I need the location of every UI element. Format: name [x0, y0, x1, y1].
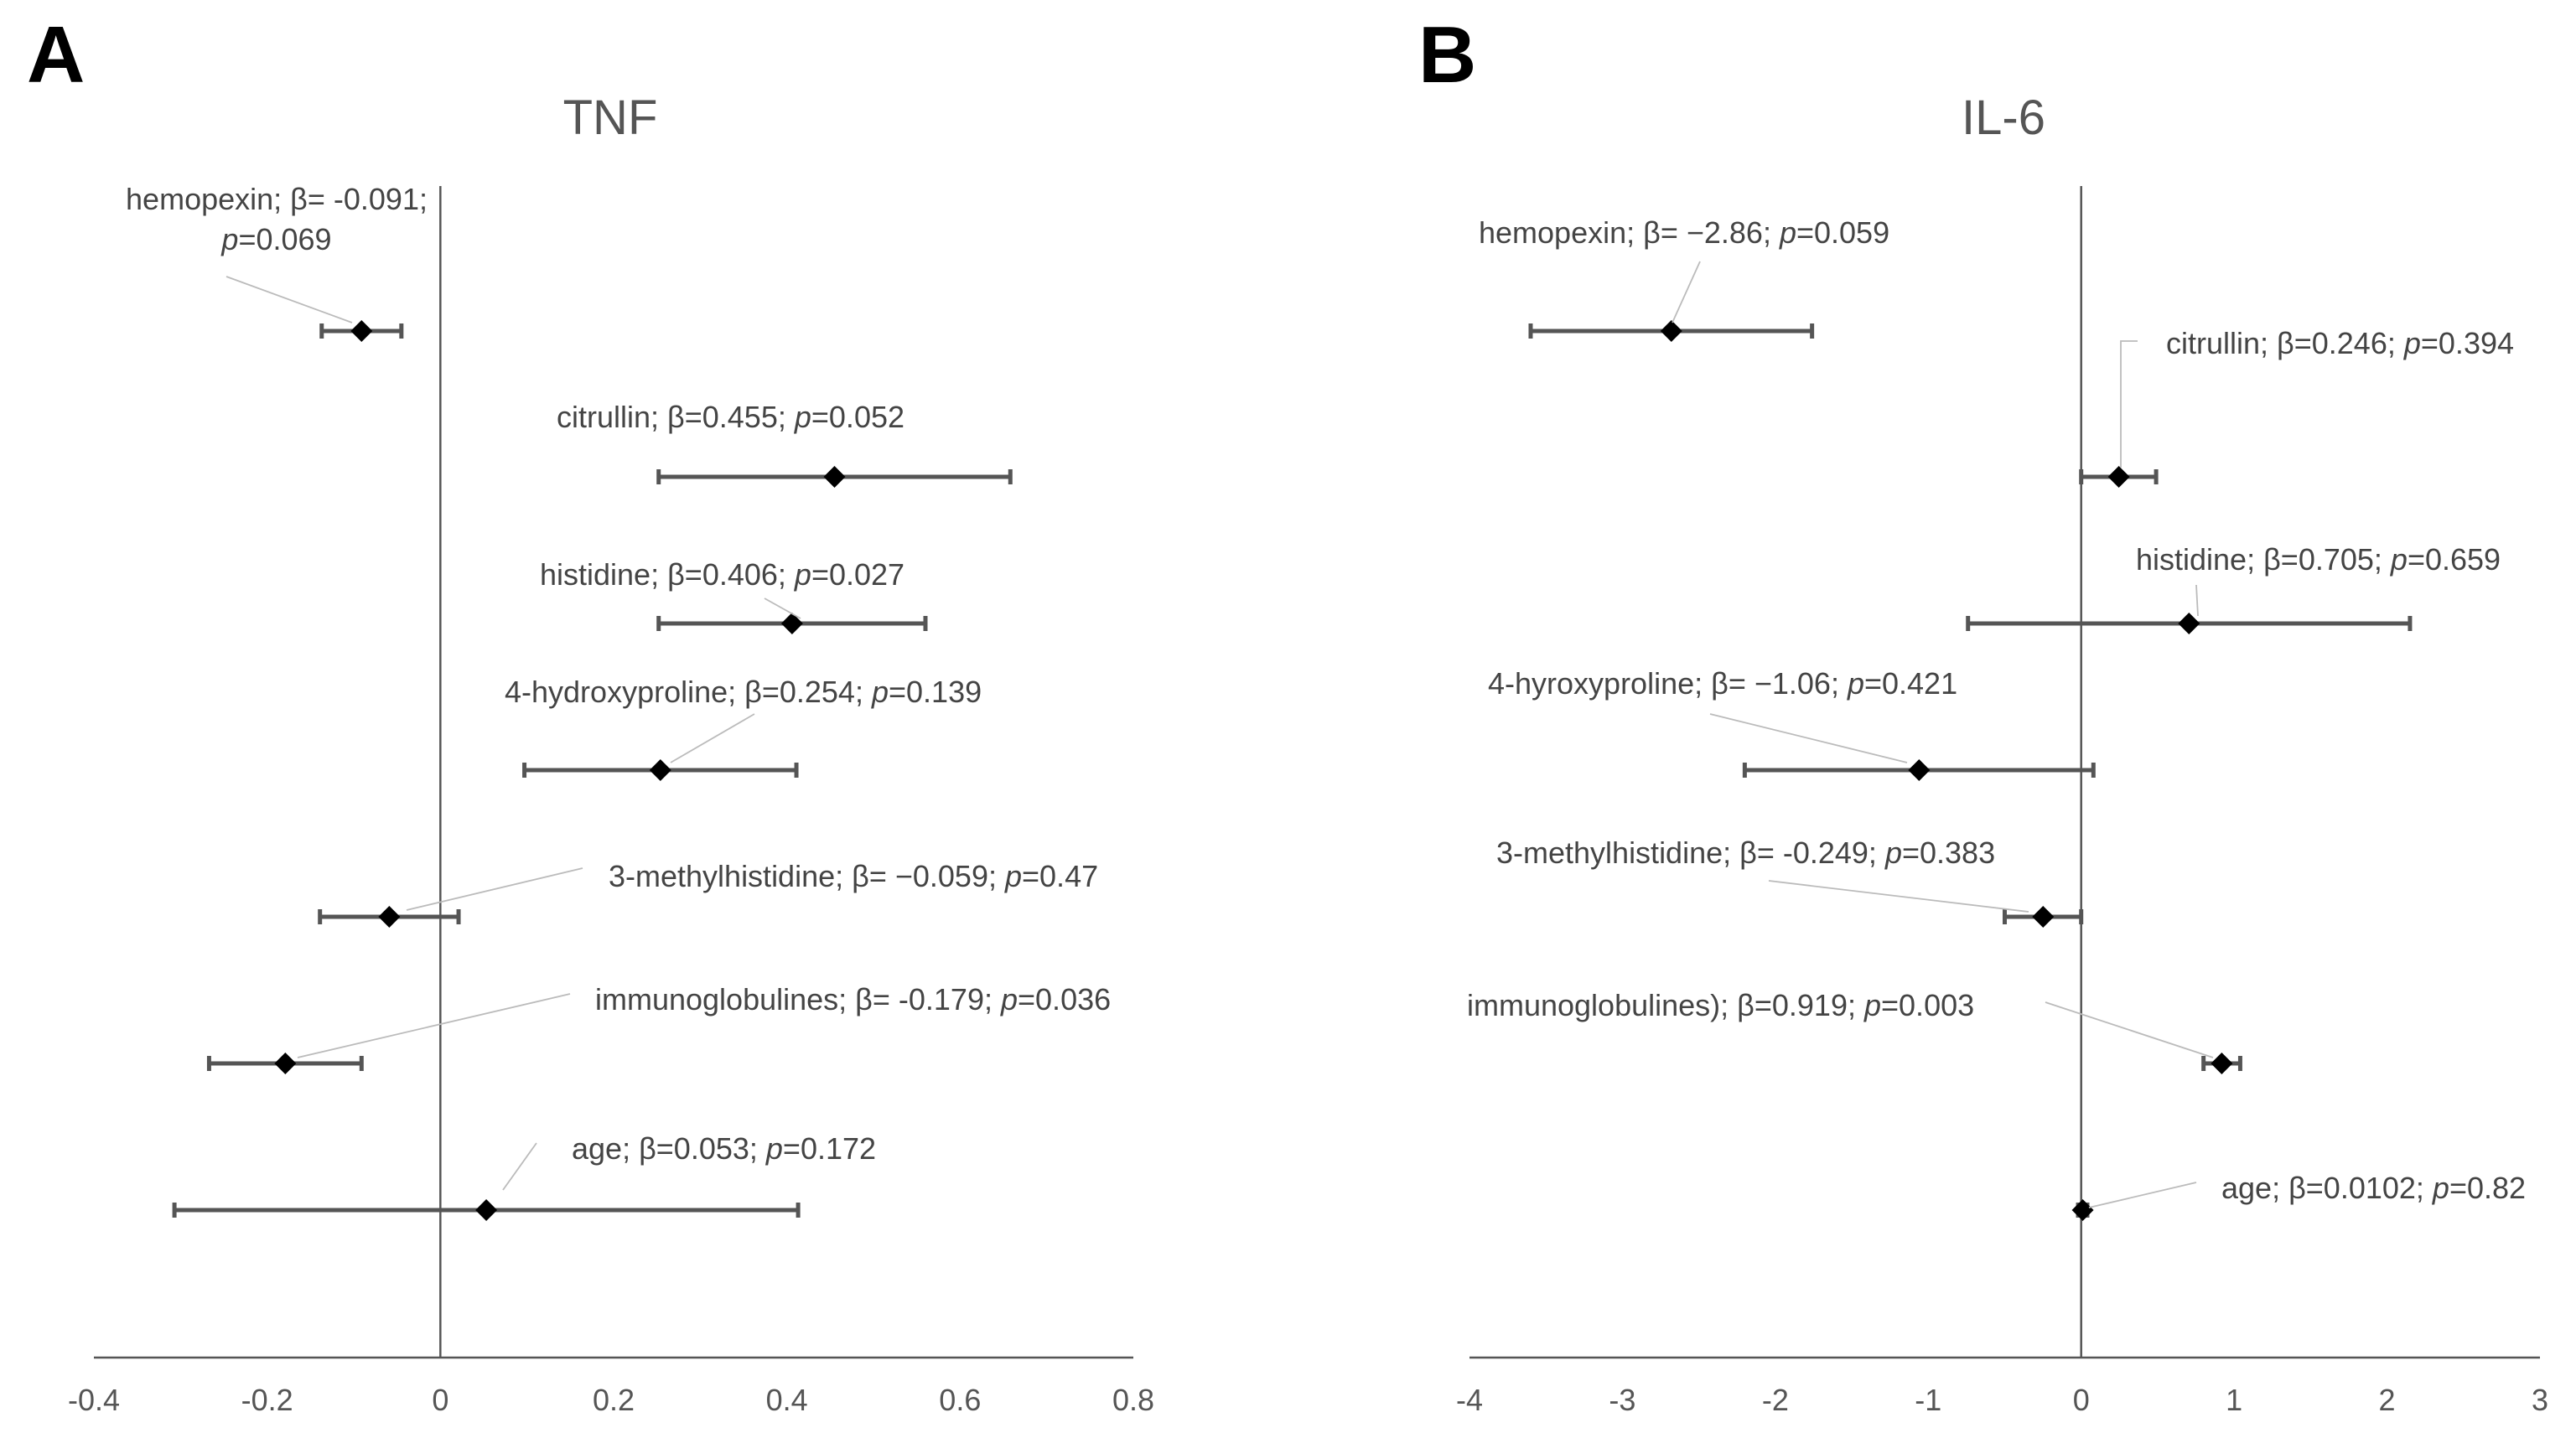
x-tick-label: 2: [2379, 1383, 2396, 1417]
data-label: age; β=0.0102; p=0.82: [2221, 1171, 2526, 1205]
x-tick-label: 0.8: [1112, 1383, 1154, 1417]
chart-title: TNF: [563, 91, 658, 145]
x-tick-label: 3: [2532, 1383, 2548, 1417]
data-label: 3-methylhistidine; β= −0.059; p=0.47: [609, 859, 1098, 893]
x-tick-label: -0.2: [241, 1383, 293, 1417]
data-label: immunoglobulines; β= -0.179; p=0.036: [595, 982, 1111, 1017]
estimate-marker: [2178, 613, 2200, 634]
data-label: citrullin; β=0.455; p=0.052: [557, 400, 904, 434]
data-label: p=0.069: [220, 222, 331, 256]
x-tick-label: -4: [1456, 1383, 1483, 1417]
label-leader-line: [297, 993, 571, 1058]
estimate-marker: [475, 1199, 498, 1221]
x-tick-label: -2: [1762, 1383, 1789, 1417]
x-tick-label: -0.4: [68, 1383, 120, 1417]
estimate-marker: [2071, 1199, 2094, 1221]
estimate-marker: [823, 466, 846, 488]
data-label: 4-hyroxyproline; β= −1.06; p=0.421: [1488, 666, 1957, 701]
estimate-marker: [2211, 1053, 2233, 1074]
label-leader-line: [2120, 340, 2138, 468]
x-tick-label: 0.4: [766, 1383, 808, 1417]
estimate-marker: [274, 1053, 297, 1074]
label-leader-line: [2088, 1182, 2197, 1208]
estimate-marker: [2107, 466, 2130, 488]
x-tick-label: 0: [2073, 1383, 2090, 1417]
x-tick-label: 0: [432, 1383, 448, 1417]
label-leader-line: [2045, 1001, 2214, 1058]
data-label: histidine; β=0.406; p=0.027: [540, 557, 904, 592]
label-leader-line: [225, 276, 353, 323]
label-leader-line: [502, 1142, 537, 1191]
label-leader-line: [406, 867, 583, 911]
data-label: citrullin; β=0.246; p=0.394: [2166, 326, 2514, 360]
x-tick-label: 1: [2226, 1383, 2242, 1417]
x-tick-label: 0.6: [939, 1383, 981, 1417]
estimate-marker: [378, 906, 401, 928]
x-tick-label: 0.2: [593, 1383, 635, 1417]
label-leader-line: [1709, 713, 1908, 763]
x-tick-label: -1: [1915, 1383, 1941, 1417]
data-label: hemopexin; β= −2.86; p=0.059: [1479, 215, 1889, 250]
label-leader-line: [670, 713, 755, 763]
data-label: hemopexin; β= -0.091;: [126, 182, 428, 216]
label-leader-line: [1672, 261, 1701, 323]
estimate-marker: [1660, 320, 1682, 342]
x-tick-label: -3: [1609, 1383, 1635, 1417]
chart-title: IL-6: [1962, 91, 2045, 145]
panel-letter: B: [1418, 10, 1476, 100]
data-label: 4-hydroxyproline; β=0.254; p=0.139: [505, 675, 982, 709]
data-label: age; β=0.053; p=0.172: [572, 1131, 876, 1166]
data-label: 3-methylhistidine; β= -0.249; p=0.383: [1496, 835, 1995, 870]
data-label: histidine; β=0.705; p=0.659: [2136, 542, 2501, 577]
estimate-marker: [2032, 906, 2055, 928]
panel-letter: A: [27, 10, 85, 100]
label-leader-line: [2195, 584, 2199, 617]
estimate-marker: [649, 759, 671, 781]
label-leader-line: [1768, 880, 2029, 913]
estimate-marker: [350, 320, 373, 342]
estimate-marker: [780, 613, 803, 634]
data-label: immunoglobulines); β=0.919; p=0.003: [1467, 988, 1974, 1022]
label-leader-line: [764, 598, 801, 619]
estimate-marker: [1908, 759, 1931, 781]
